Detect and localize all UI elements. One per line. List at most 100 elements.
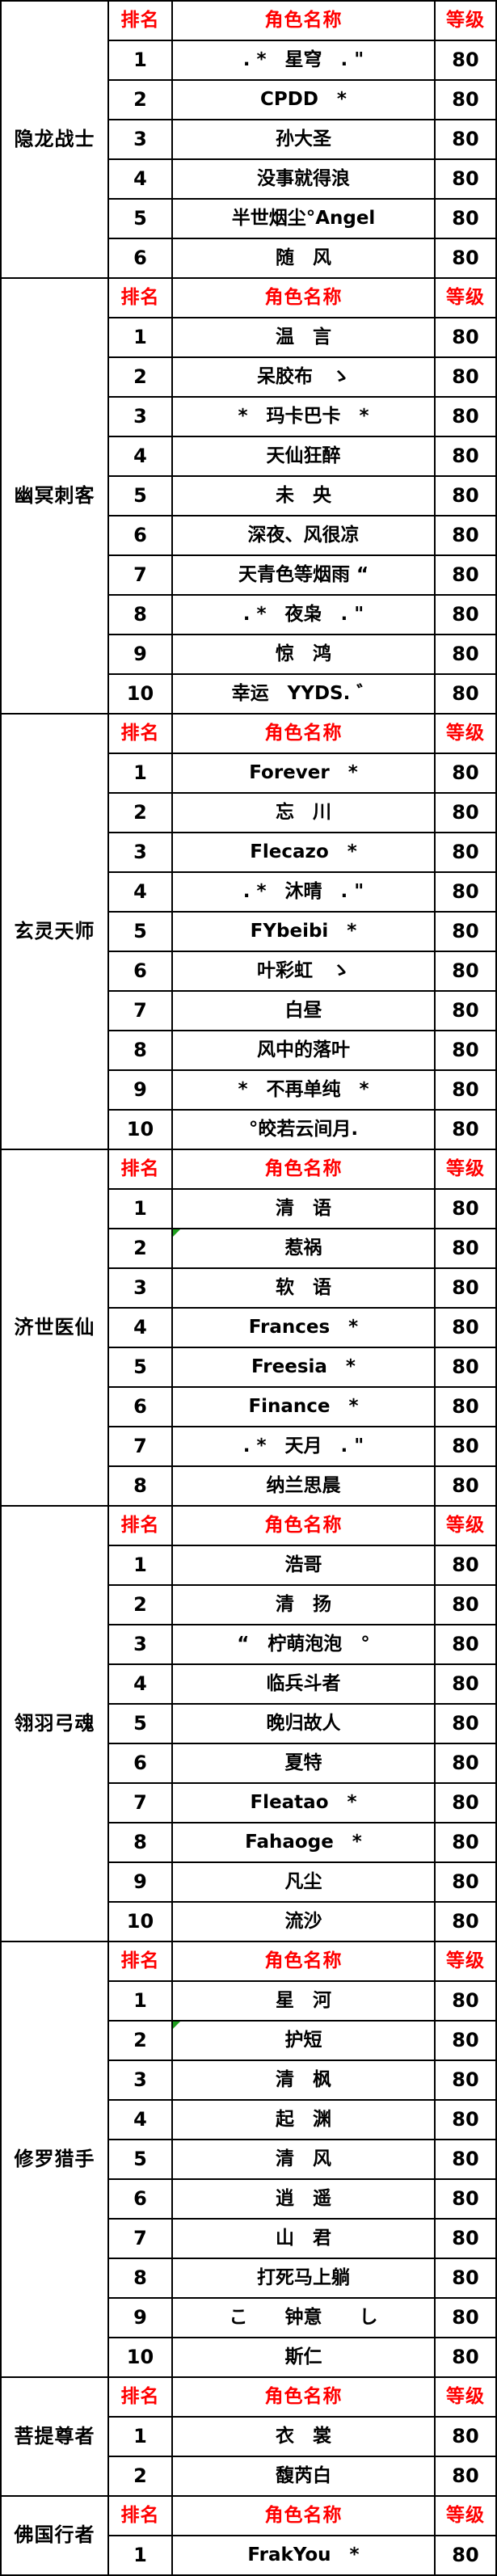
group-header-row: 修罗猎手 排名 角色名称 等级 [0,1941,497,2378]
rank-cell: 1 [107,317,173,358]
character-name-cell: 纳兰思晨 [171,1465,436,1507]
rank-cell: 2 [107,356,173,398]
character-name-cell: 打死马上躺 [171,2258,436,2299]
level-cell: 80 [434,792,497,833]
character-name-cell: 风中的落叶 [171,1030,436,1071]
column-header-level: 等级 [434,277,497,318]
table-row: 3 * 玛卡巴卡 * 80 [1,396,497,437]
level-cell: 80 [434,1584,497,1625]
character-name-cell: 惊 鸿 [171,634,436,675]
column-header-rank: 排名 [107,2376,173,2418]
character-name-cell: 温 言 [171,317,436,358]
rank-cell: 10 [107,673,173,715]
group-header-row: 隐龙战士 排名 角色名称 等级 [0,0,497,279]
group-header-row: 玄灵天师 排名 角色名称 等级 [0,713,497,1150]
level-cell: 80 [434,1861,497,1903]
column-header-name: 角色名称 [171,1941,436,1982]
table-row: 5 Freesia * 80 [1,1347,497,1388]
character-name-cell: CPDD * [171,79,436,120]
level-cell: 80 [434,554,497,596]
table-row: 2 CPDD * 80 [1,79,497,120]
level-cell: 80 [434,990,497,1031]
level-cell: 80 [434,2297,497,2338]
character-name-cell: Frances * [171,1307,436,1348]
group-header-row: 济世医仙 排名 角色名称 等级 [0,1149,497,1507]
table-row: 9 * 不再单纯 * 80 [1,1069,497,1111]
rank-cell: 2 [107,2020,173,2061]
level-cell: 80 [434,2337,497,2378]
character-name-cell: Fahaoge * [171,1822,436,1863]
level-cell: 80 [434,2456,497,2497]
column-header-name: 角色名称 [171,2495,436,2536]
level-cell: 80 [434,634,497,675]
character-name-cell: 未 央 [171,475,436,516]
rank-cell: 8 [107,2258,173,2299]
rank-cell: 7 [107,990,173,1031]
rank-cell: 3 [107,119,173,160]
character-name-cell: 清 语 [171,1188,436,1229]
level-cell: 80 [434,158,497,200]
rank-cell: 10 [107,1901,173,1942]
character-name-cell: 随 风 [171,238,436,279]
table-row: 1. * 星穹 . " 80 [1,40,497,81]
rank-cell: 3 [107,396,173,437]
level-cell: 80 [434,1188,497,1229]
level-cell: 80 [434,951,497,992]
character-name-cell: * 玛卡巴卡 * [171,396,436,437]
rank-cell: 3 [107,2060,173,2101]
group-label-4: 翎羽弓魂 [0,1505,109,1942]
character-name-cell: “ 柠萌泡泡 ° [171,1624,436,1665]
table-row: 10 幸运 YYDS. ゛ 80 [1,673,497,715]
table-row: 10 斯仁 80 [1,2337,497,2378]
level-cell: 80 [434,2139,497,2180]
character-name-cell: 天青色等烟雨 “ [171,554,436,596]
level-cell: 80 [434,2535,497,2576]
character-name-cell: 软 语 [171,1267,436,1309]
table-row: 8. * 夜枭 . " 80 [1,594,497,635]
group-label-1: 幽冥刺客 [0,277,109,715]
rank-cell: 1 [107,753,173,794]
character-name-cell: 浩哥 [171,1545,436,1586]
rank-cell: 5 [107,911,173,952]
table-row: 8 Fahaoge * 80 [1,1822,497,1863]
character-name-cell: 山 君 [171,2218,436,2259]
column-header-rank: 排名 [107,1941,173,1982]
table-row: 6 叶彩虹 ゝ 80 [1,951,497,992]
character-name-cell: 孙大圣 [171,119,436,160]
level-cell: 80 [434,1822,497,1863]
level-cell: 80 [434,1426,497,1467]
rank-cell: 4 [107,158,173,200]
level-cell: 80 [434,1663,497,1705]
rank-cell: 4 [107,2099,173,2140]
rank-cell: 3 [107,832,173,873]
rank-cell: 6 [107,238,173,279]
level-cell: 80 [434,1307,497,1348]
rank-cell: 5 [107,2139,173,2180]
table-row: 6 Finance * 80 [1,1386,497,1427]
character-name-cell: 起 渊 [171,2099,436,2140]
character-name-cell: 叶彩虹 ゝ [171,951,436,992]
table-row: 10 °皎若云间月. 80 [1,1109,497,1150]
character-name-cell: 惹祸 [171,1228,436,1269]
table-row: 5 晚归故人 80 [1,1703,497,1744]
table-row: 4 Frances * 80 [1,1307,497,1348]
rank-cell: 7 [107,1426,173,1467]
character-name-cell: 流沙 [171,1901,436,1942]
level-cell: 80 [434,1782,497,1823]
table-row: 3 Flecazo * 80 [1,832,497,873]
level-cell: 80 [434,475,497,516]
character-name-cell: . * 沐晴 . " [171,871,436,913]
column-header-name: 角色名称 [171,1505,436,1546]
rank-cell: 1 [107,1188,173,1229]
level-cell: 80 [434,2178,497,2220]
rank-cell: 9 [107,2297,173,2338]
character-name-cell: 忘 川 [171,792,436,833]
level-cell: 80 [434,1703,497,1744]
